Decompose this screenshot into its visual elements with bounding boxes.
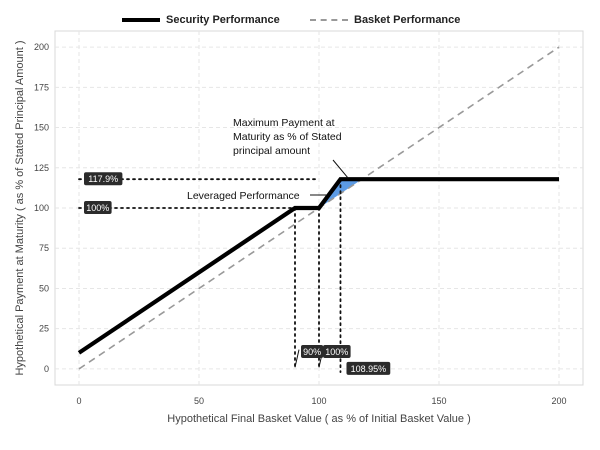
y-tick-label: 25 [39, 324, 49, 334]
legend-swatch-basket [310, 19, 348, 21]
legend-label-security: Security Performance [166, 14, 280, 26]
legend-item-basket: Basket Performance [310, 10, 460, 30]
x-tick-label: 150 [431, 396, 446, 406]
annotation-max-payment: Maturity as % of Stated [233, 131, 342, 143]
label-90-bg [301, 345, 324, 359]
label-117-9-bg [84, 172, 123, 186]
x-tick-label: 100 [311, 396, 326, 406]
label-100-h-bg [84, 201, 112, 214]
legend-item-security: Security Performance [122, 10, 280, 30]
label-108-95: 108.95% [351, 364, 387, 374]
label-100-h: 100% [86, 203, 109, 213]
y-tick-label: 150 [34, 123, 49, 133]
y-tick-label: 50 [39, 283, 49, 293]
label-117-9: 117.9% [88, 174, 118, 184]
x-tick-label: 0 [76, 396, 81, 406]
label-90: 90% [303, 347, 321, 357]
annotation-max-payment: principal amount [233, 145, 310, 157]
legend-swatch-security [122, 18, 160, 22]
y-tick-label: 125 [34, 163, 49, 173]
y-tick-label: 100 [34, 203, 49, 213]
y-tick-label: 0 [44, 364, 49, 374]
annotation-max-payment: Maximum Payment at [233, 117, 335, 129]
x-axis-title: Hypothetical Final Basket Value ( as % o… [167, 413, 470, 425]
y-tick-label: 75 [39, 243, 49, 253]
legend-label-basket: Basket Performance [354, 14, 461, 26]
y-tick-label: 175 [34, 82, 49, 92]
y-axis-title: Hypothetical Payment at Maturity ( as % … [14, 40, 26, 375]
annotation-leveraged: Leveraged Performance [187, 190, 300, 202]
security-performance-line [77, 177, 559, 355]
x-tick-label: 200 [551, 396, 566, 406]
x-tick-label: 50 [194, 396, 204, 406]
label-100-v: 100% [325, 347, 348, 357]
annotation-max-payment-pointer [332, 159, 349, 179]
y-tick-label: 200 [34, 42, 49, 52]
legend: Security Performance Basket Performance [0, 10, 600, 30]
label-108-95-bg [346, 361, 391, 375]
label-100-v-bg [323, 345, 351, 359]
leader-90 [294, 349, 300, 368]
